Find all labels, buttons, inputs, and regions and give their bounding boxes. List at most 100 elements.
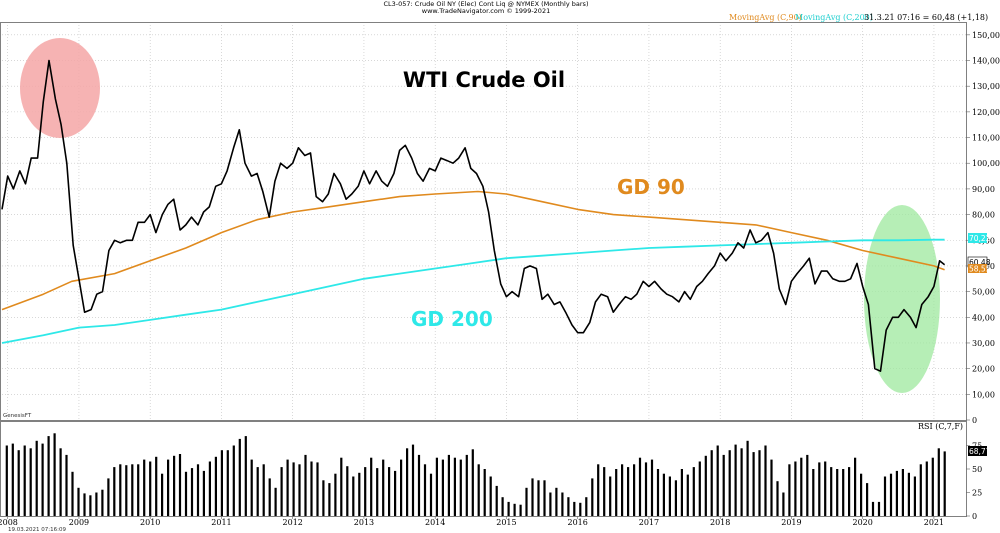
y-tick-label-140: 140,00: [972, 57, 1000, 66]
x-tick-label-2008: 2008: [0, 518, 18, 527]
rsi-bar: [656, 469, 660, 516]
rsi-bar: [298, 464, 301, 516]
rsi-bar: [23, 445, 26, 516]
rsi-bar: [406, 448, 409, 516]
rsi-bar: [549, 492, 552, 516]
main-panel-frame: [0, 22, 967, 421]
rsi-bar: [5, 445, 8, 516]
rsi-bar: [854, 457, 857, 516]
rsi-bar: [698, 461, 701, 516]
rsi-bar: [364, 467, 367, 516]
rsi-bar: [680, 469, 683, 516]
ma200-line: [1, 238, 945, 344]
rsi-bar: [627, 467, 630, 516]
rsi-bar: [59, 448, 62, 516]
rsi-bar: [561, 492, 564, 516]
data-provider-label: GenesisFT: [3, 413, 32, 419]
rsi-bar: [716, 445, 719, 516]
y-tick-label-100: 100,00: [972, 159, 1000, 168]
rsi-bar: [638, 457, 642, 516]
rsi-bar: [567, 497, 570, 516]
rsi-bar: [710, 450, 713, 516]
rsi-tick-label-25: 25: [972, 489, 982, 498]
rsi-bar: [161, 473, 164, 516]
rsi-bar: [435, 457, 438, 516]
chart-grid: [2, 22, 966, 420]
rsi-bar: [704, 455, 707, 516]
rsi-bar: [800, 457, 803, 516]
rsi-bar: [262, 464, 265, 516]
rsi-bar: [11, 443, 14, 516]
rsi-bar: [89, 495, 92, 516]
rsi-bar: [764, 445, 767, 516]
rsi-bars: [5, 433, 946, 516]
rsi-title: RSI (C,7,F): [918, 422, 963, 431]
rsi-bar: [322, 480, 325, 516]
rsi-bar: [143, 459, 146, 516]
rsi-bar: [913, 476, 916, 516]
price-series-layer: [1, 59, 946, 372]
rsi-bar: [531, 478, 534, 516]
x-tick-label-2010: 2010: [140, 518, 160, 527]
rsi-tick-label-0: 0: [972, 512, 977, 521]
y-tick-label-110: 110,00: [972, 134, 1000, 143]
rsi-bar: [47, 436, 50, 516]
rsi-bar: [149, 461, 152, 516]
rsi-bar: [943, 451, 946, 516]
rsi-bar: [746, 440, 749, 516]
rsi-bar: [471, 449, 474, 516]
rsi-bar: [806, 454, 809, 516]
rsi-bar: [417, 454, 421, 516]
rsi-bar: [328, 483, 331, 516]
rsi-bar: [842, 469, 845, 516]
rsi-bar: [722, 454, 725, 516]
rsi-bar: [208, 461, 211, 516]
annotation-gd90: GD 90: [617, 175, 685, 199]
rsi-bar: [537, 480, 540, 516]
rsi-bar: [818, 462, 821, 516]
rsi-bar: [477, 464, 480, 516]
x-tick-label-2020: 2020: [853, 518, 873, 527]
rsi-tick-label-50: 50: [972, 465, 982, 474]
rsi-bar: [519, 504, 522, 516]
rsi-bar: [441, 459, 444, 516]
rsi-bar: [280, 467, 283, 516]
rsi-bar: [423, 464, 427, 516]
rsi-bar: [71, 471, 74, 516]
rsi-bar: [113, 467, 116, 516]
rsi-bar: [776, 481, 779, 516]
rsi-bar: [907, 472, 910, 516]
x-tick-label-2015: 2015: [496, 518, 516, 527]
ma90-value-badge-text: 58,55: [969, 265, 991, 274]
x-tick-label-2013: 2013: [354, 518, 374, 527]
rsi-bar: [615, 469, 618, 516]
x-tick-label-2021: 2021: [924, 518, 944, 527]
x-axis: 2008 2009 2010 2011 2012 2013 2014 2015 2016 2017…: [0, 516, 944, 527]
annotation-gd200: GD 200: [411, 307, 493, 331]
rsi-bar: [579, 502, 582, 516]
rsi-bar: [728, 450, 731, 516]
y-axis-main: 010,0020,0030,0040,0050,0060,0070,0080,0…: [966, 31, 1000, 425]
x-tick-label-2011: 2011: [211, 518, 231, 527]
rsi-value-badge: 68,77: [968, 446, 991, 456]
rsi-bar: [734, 444, 737, 516]
rsi-bar: [501, 497, 504, 516]
rsi-bar: [447, 454, 450, 516]
rsi-bar: [340, 457, 343, 516]
rsi-bar: [316, 462, 319, 516]
rsi-bar: [292, 462, 295, 516]
rsi-bar: [173, 455, 176, 516]
rsi-bar: [214, 456, 217, 516]
legend-ohlc-info: 31.3.21 07:16 = 60,48 (+1,18): [864, 13, 988, 22]
y-tick-label-150: 150,00: [972, 31, 1000, 40]
rsi-bar: [650, 459, 654, 516]
rsi-bar: [633, 464, 636, 516]
rsi-bar: [686, 474, 689, 516]
rsi-bar: [155, 456, 158, 516]
rsi-bar: [274, 487, 277, 516]
rsi-bar: [382, 459, 385, 516]
rsi-bar: [184, 471, 188, 516]
y-tick-label-80: 80,00: [972, 211, 995, 220]
rsi-bar: [513, 503, 516, 516]
rsi-bar: [226, 450, 229, 516]
